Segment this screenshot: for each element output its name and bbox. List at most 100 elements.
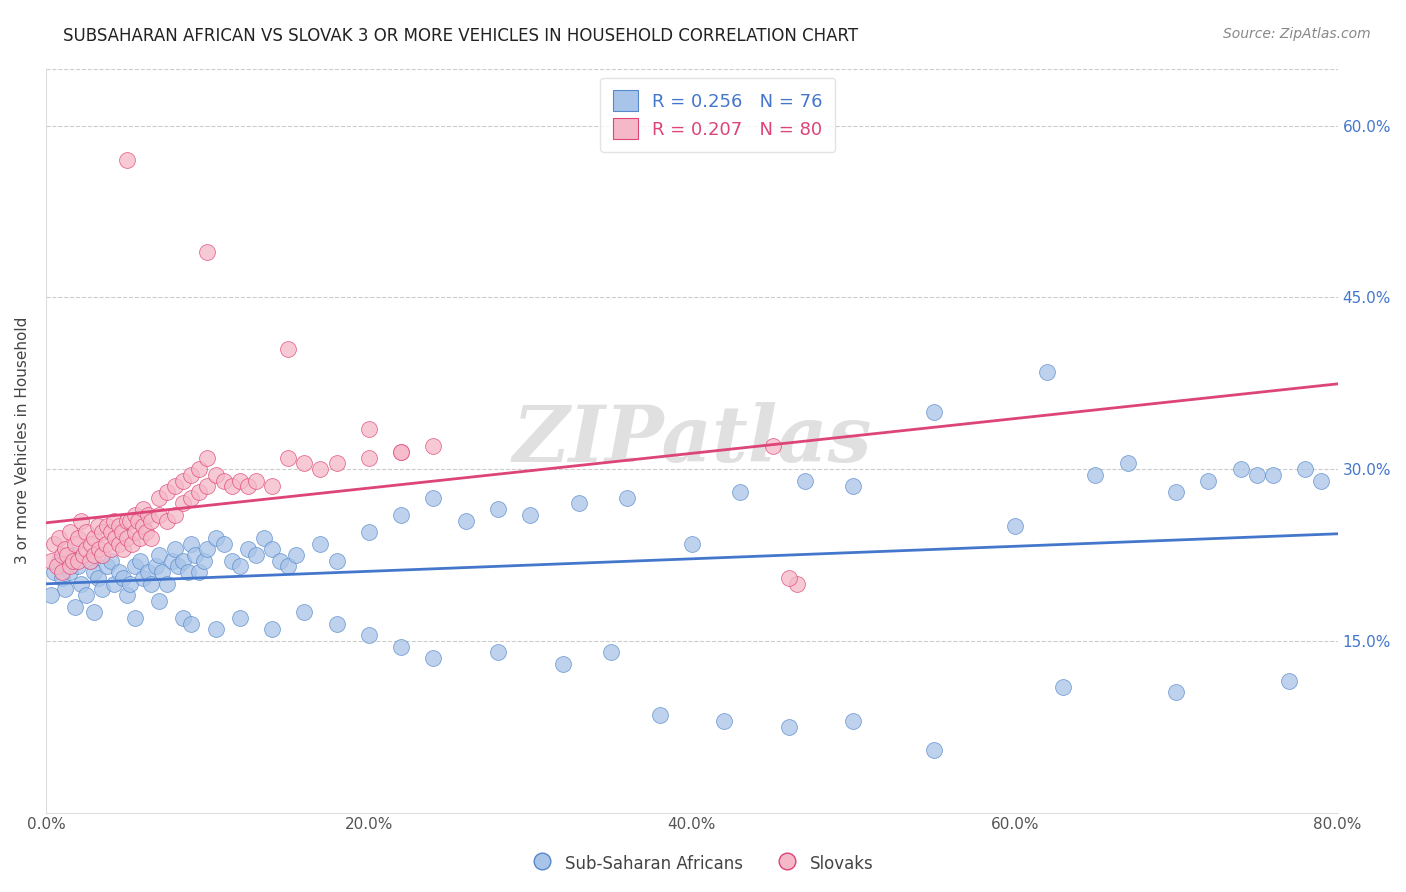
Point: [1261, 467, 1284, 482]
Point: [79, 554, 101, 568]
Point: [103, 514, 125, 528]
Point: [135, 525, 157, 540]
Point: [1294, 462, 1316, 476]
Point: [156, 485, 179, 500]
Point: [124, 559, 146, 574]
Point: [204, 623, 226, 637]
Point: [86, 571, 108, 585]
Point: [156, 576, 179, 591]
Point: [180, 467, 202, 482]
Point: [127, 514, 149, 528]
Point: [139, 514, 162, 528]
Point: [172, 496, 194, 510]
Point: [357, 450, 380, 465]
Text: SUBSAHARAN AFRICAN VS SLOVAK 3 OR MORE VEHICLES IN HOUSEHOLD CORRELATION CHART: SUBSAHARAN AFRICAN VS SLOVAK 3 OR MORE V…: [63, 27, 859, 45]
Point: [96, 559, 118, 574]
Point: [245, 548, 267, 562]
Point: [422, 439, 444, 453]
Point: [519, 508, 541, 522]
Point: [357, 525, 380, 540]
Point: [172, 611, 194, 625]
Point: [124, 611, 146, 625]
Point: [165, 508, 187, 522]
Point: [160, 554, 183, 568]
Point: [46, 559, 69, 574]
Point: [53, 542, 76, 557]
Point: [172, 554, 194, 568]
Point: [91, 525, 114, 540]
Point: [325, 554, 347, 568]
Point: [136, 565, 159, 579]
Point: [83, 531, 105, 545]
Point: [204, 467, 226, 482]
Point: [681, 536, 703, 550]
Point: [62, 554, 84, 568]
Point: [922, 405, 945, 419]
Point: [309, 536, 332, 550]
Point: [148, 548, 170, 562]
Point: [260, 623, 283, 637]
Point: [145, 559, 167, 574]
Point: [104, 531, 127, 545]
Point: [51, 548, 73, 562]
Point: [325, 457, 347, 471]
Point: [107, 565, 129, 579]
Point: [486, 645, 509, 659]
Point: [48, 531, 70, 545]
Point: [139, 531, 162, 545]
Point: [139, 576, 162, 591]
Point: [115, 531, 138, 545]
Point: [236, 479, 259, 493]
Point: [39, 588, 62, 602]
Point: [132, 502, 155, 516]
Point: [277, 342, 299, 356]
Point: [75, 588, 97, 602]
Point: [80, 536, 103, 550]
Point: [1036, 365, 1059, 379]
Point: [124, 525, 146, 540]
Point: [183, 548, 205, 562]
Point: [1310, 474, 1333, 488]
Point: [100, 554, 122, 568]
Point: [389, 445, 412, 459]
Point: [1278, 673, 1301, 688]
Point: [245, 474, 267, 488]
Point: [454, 514, 477, 528]
Point: [115, 588, 138, 602]
Point: [1084, 467, 1107, 482]
Point: [188, 485, 211, 500]
Point: [277, 450, 299, 465]
Point: [600, 645, 623, 659]
Text: ZIPatlas: ZIPatlas: [512, 402, 872, 479]
Point: [103, 576, 125, 591]
Point: [167, 559, 190, 574]
Point: [59, 565, 82, 579]
Point: [86, 519, 108, 533]
Point: [128, 531, 150, 545]
Point: [309, 462, 332, 476]
Point: [228, 559, 250, 574]
Point: [648, 708, 671, 723]
Point: [922, 742, 945, 756]
Point: [70, 514, 93, 528]
Point: [118, 576, 141, 591]
Point: [389, 508, 412, 522]
Point: [616, 491, 638, 505]
Point: [128, 554, 150, 568]
Point: [111, 525, 134, 540]
Point: [94, 536, 117, 550]
Point: [285, 548, 308, 562]
Point: [260, 542, 283, 557]
Point: [277, 559, 299, 574]
Y-axis label: 3 or more Vehicles in Household: 3 or more Vehicles in Household: [15, 317, 30, 565]
Point: [197, 244, 219, 259]
Point: [124, 508, 146, 522]
Point: [107, 536, 129, 550]
Point: [197, 450, 219, 465]
Point: [83, 605, 105, 619]
Point: [713, 714, 735, 728]
Point: [112, 571, 135, 585]
Point: [357, 628, 380, 642]
Point: [132, 571, 155, 585]
Point: [156, 514, 179, 528]
